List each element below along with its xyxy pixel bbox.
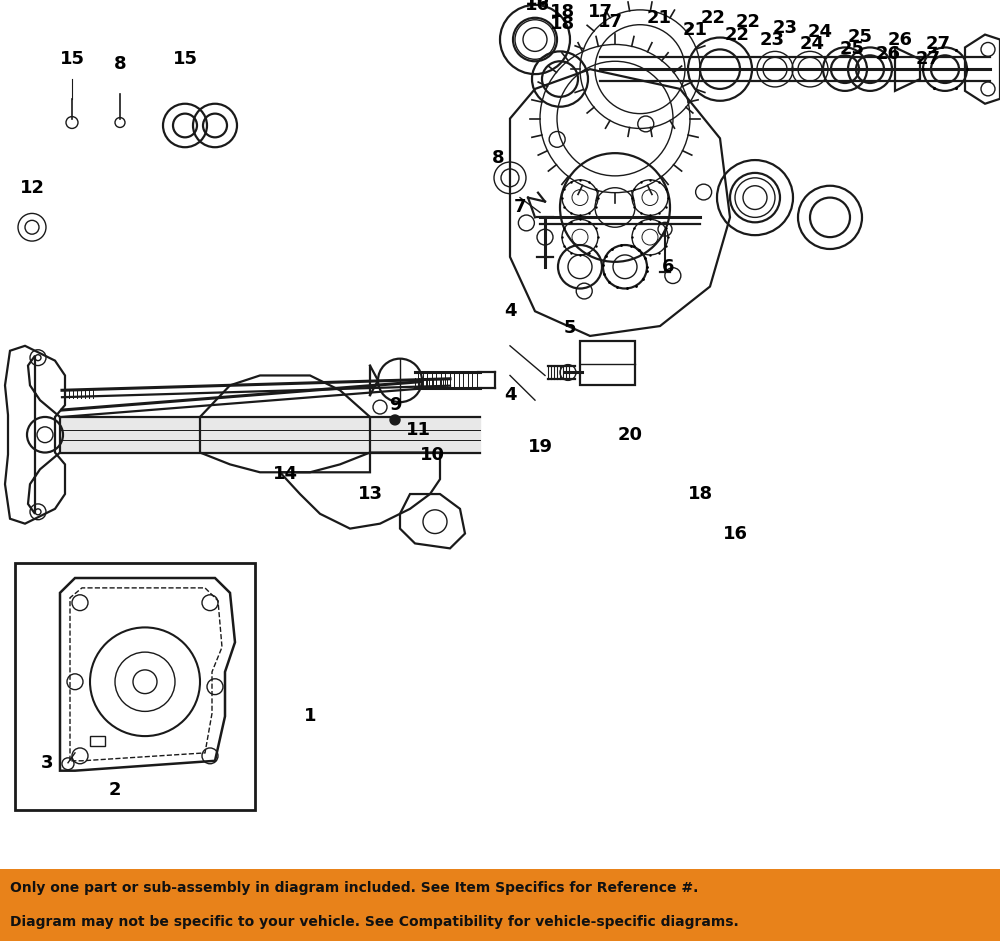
Text: 2: 2 [109, 781, 121, 800]
Text: 4: 4 [504, 302, 516, 320]
Text: 5: 5 [564, 319, 576, 337]
Bar [580, 341, 635, 386]
Text: 11: 11 [406, 421, 430, 439]
Text: 1: 1 [304, 708, 316, 726]
Text: 24: 24 [808, 23, 832, 40]
Text: 20: 20 [618, 425, 642, 444]
Text: 9: 9 [389, 396, 401, 414]
Text: 26: 26 [888, 30, 912, 49]
Text: 21: 21 [646, 8, 672, 26]
Text: 18: 18 [549, 3, 575, 21]
Text: 22: 22 [736, 13, 761, 31]
Text: 27: 27 [916, 50, 940, 69]
Text: 15: 15 [60, 50, 84, 69]
Text: 22: 22 [724, 25, 750, 43]
Text: 14: 14 [272, 465, 298, 484]
Text: 16: 16 [524, 0, 550, 14]
Text: 23: 23 [760, 30, 784, 49]
Text: 16: 16 [722, 524, 748, 543]
Circle shape [390, 415, 400, 425]
Text: 7: 7 [514, 199, 526, 216]
Text: Only one part or sub-assembly in diagram included. See Item Specifics for Refere: Only one part or sub-assembly in diagram… [10, 881, 698, 895]
Text: 4: 4 [504, 386, 516, 405]
Text: 12: 12 [20, 179, 44, 197]
Text: 26: 26 [876, 45, 900, 63]
Bar [15, 563, 255, 810]
Text: 27: 27 [926, 36, 950, 54]
Text: 25: 25 [840, 40, 864, 58]
Text: 15: 15 [173, 50, 198, 69]
Text: 13: 13 [358, 485, 382, 503]
Text: 23: 23 [772, 19, 798, 37]
Text: 10: 10 [420, 445, 444, 464]
Text: 16: 16 [524, 0, 550, 9]
Text: 8: 8 [114, 56, 126, 73]
Text: 8: 8 [492, 149, 504, 167]
Text: 18: 18 [687, 485, 713, 503]
Text: 19: 19 [528, 438, 552, 455]
Text: 6: 6 [662, 258, 674, 276]
Text: 17: 17 [588, 3, 612, 21]
Text: 3: 3 [41, 754, 53, 772]
Text: Diagram may not be specific to your vehicle. See Compatibility for vehicle-speci: Diagram may not be specific to your vehi… [10, 916, 739, 930]
Text: 21: 21 [682, 21, 708, 39]
Text: 18: 18 [550, 15, 576, 33]
Text: 17: 17 [598, 13, 622, 31]
Text: 24: 24 [800, 36, 824, 54]
Text: 22: 22 [700, 8, 726, 26]
Text: 25: 25 [848, 27, 872, 45]
